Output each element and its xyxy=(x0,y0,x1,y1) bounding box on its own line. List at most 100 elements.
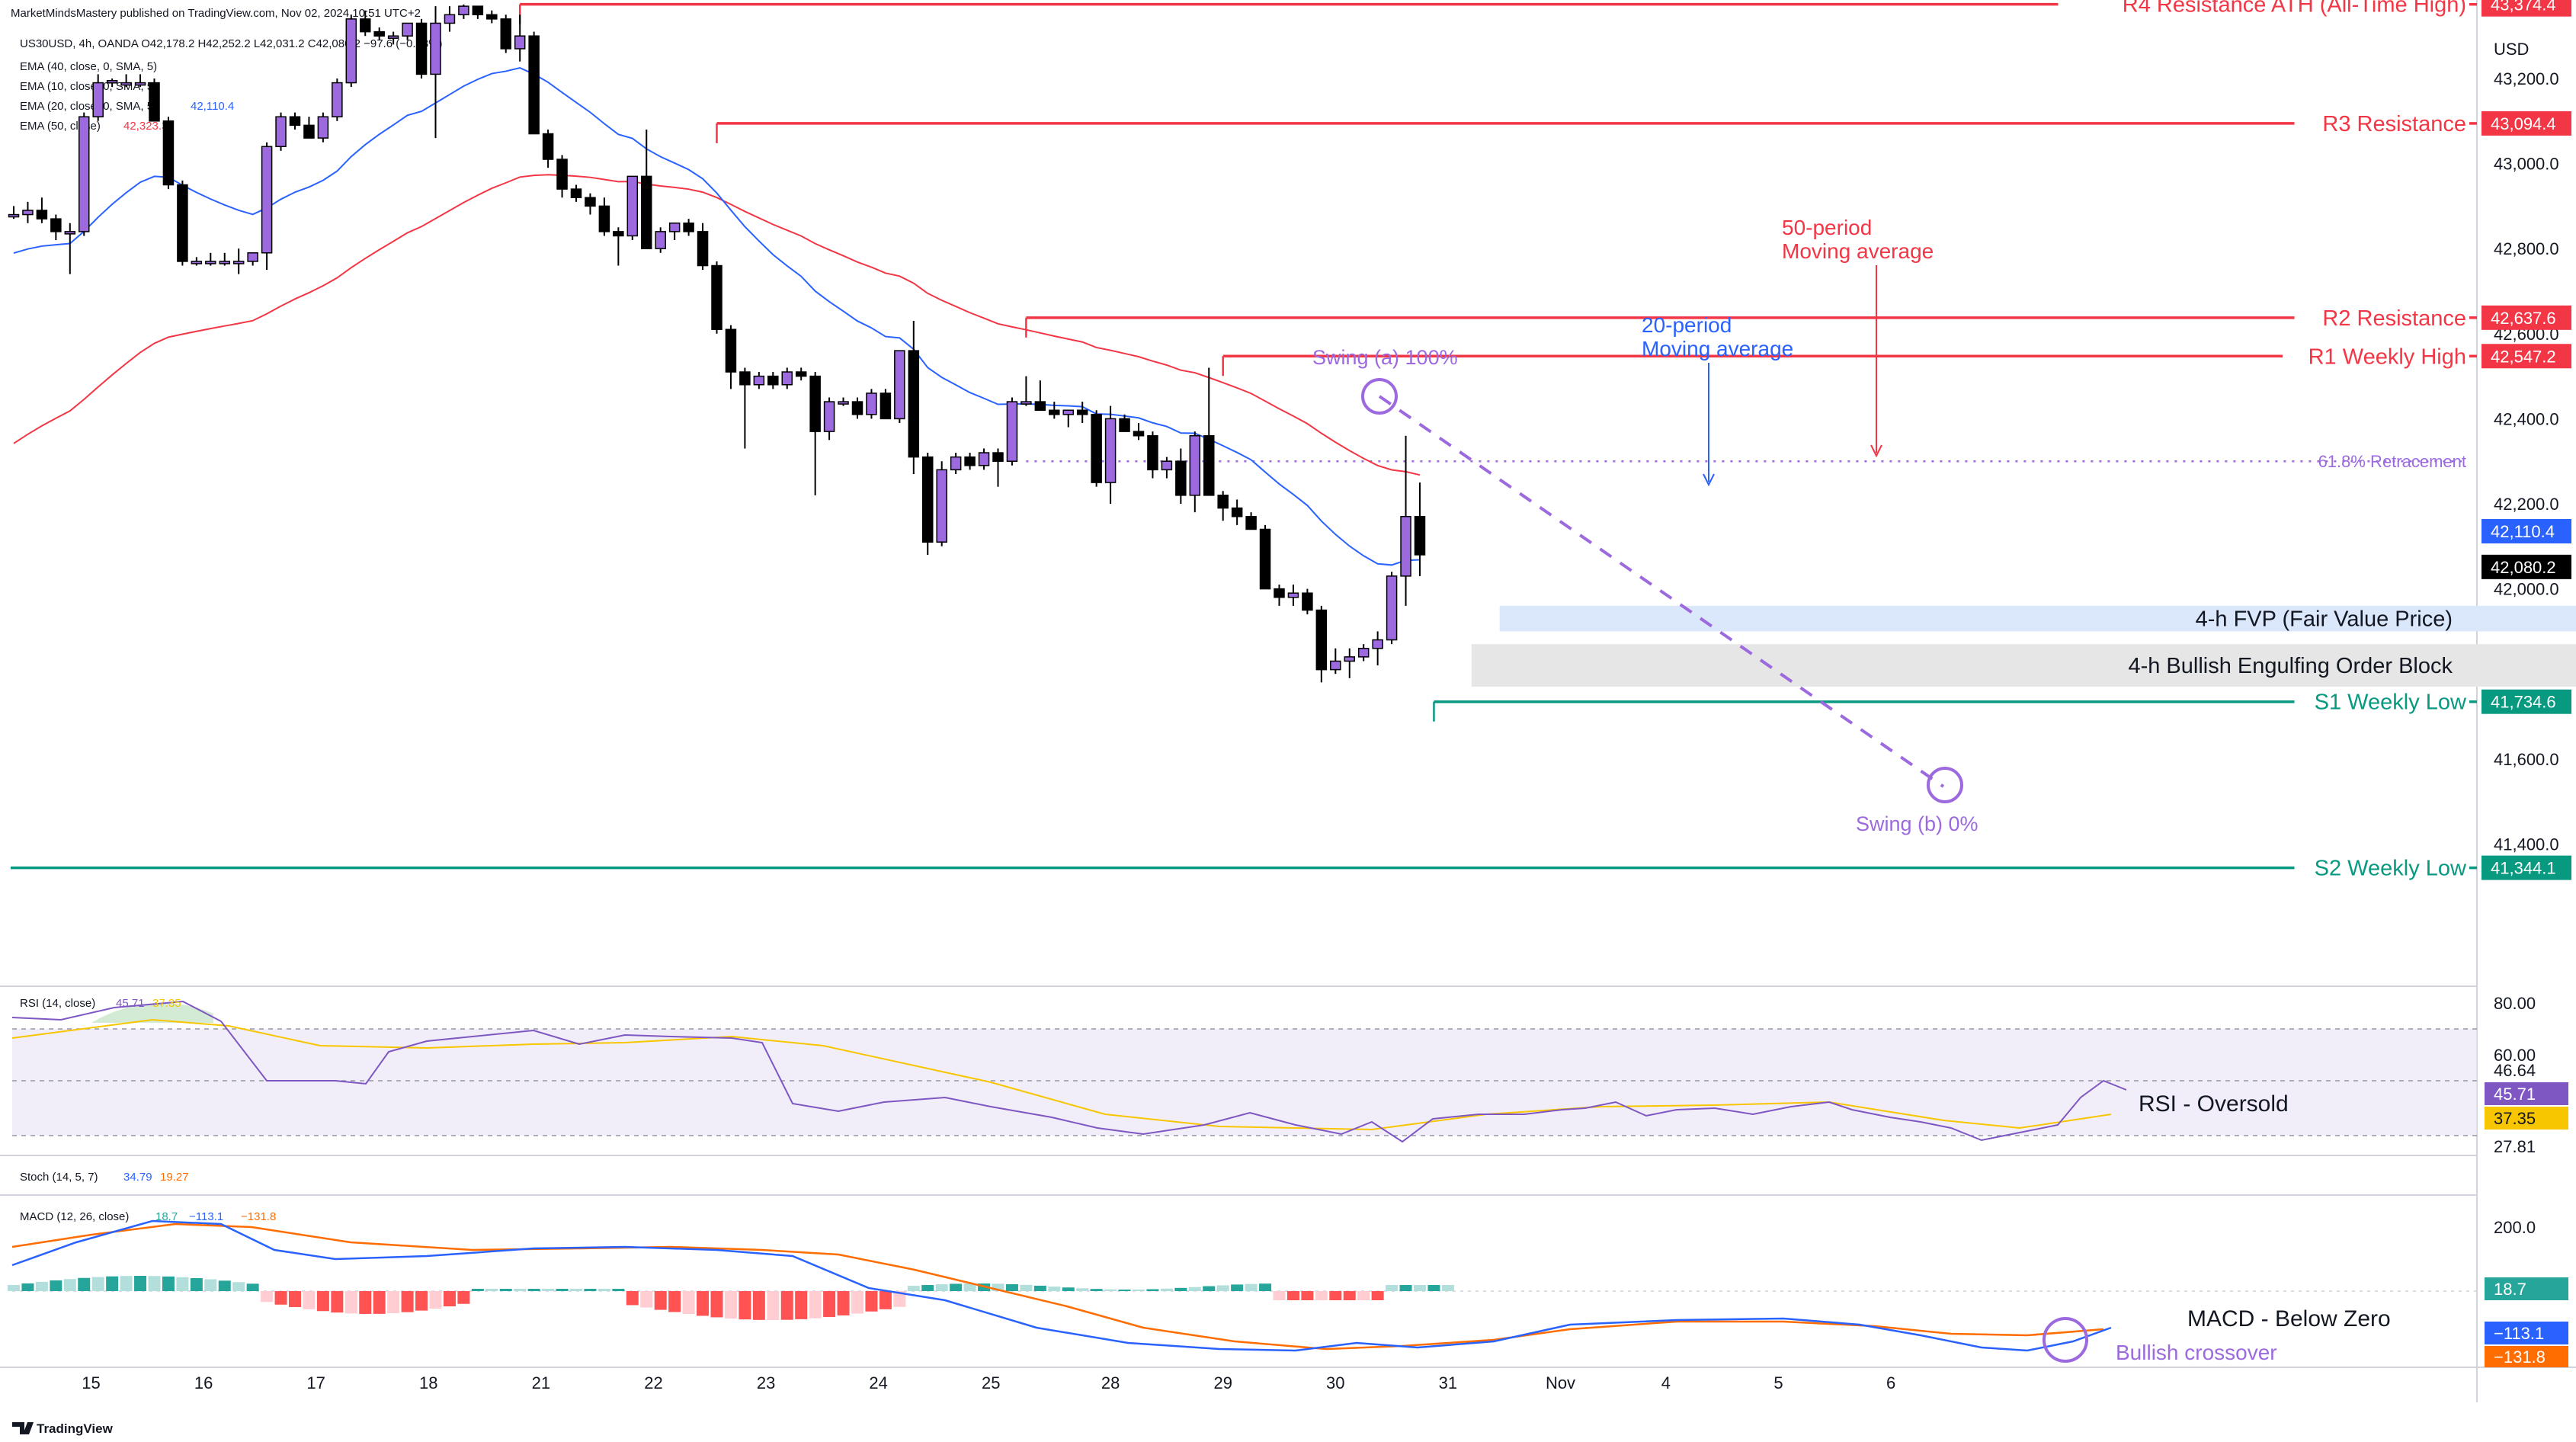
price-tick: 42,000.0 xyxy=(2494,580,2559,599)
candle xyxy=(936,461,947,546)
macd-tick-200: 200.0 xyxy=(2494,1218,2536,1237)
macd-hist-bar xyxy=(401,1291,414,1312)
macd-hist-bar xyxy=(992,1283,1004,1291)
candle xyxy=(1091,410,1102,487)
zone-label: 4-h Bullish Engulfing Order Block xyxy=(2128,654,2453,678)
candle xyxy=(8,206,20,220)
macd-line xyxy=(11,1219,2112,1352)
macd-hist-bar xyxy=(1005,1283,1018,1291)
candle xyxy=(542,129,554,168)
macd-hist-bar xyxy=(1301,1291,1314,1300)
candle xyxy=(781,367,793,389)
swing-line xyxy=(1378,395,1945,788)
indicator-ema40: EMA (40, close, 0, SMA, 5) xyxy=(20,60,157,73)
candle xyxy=(964,453,976,470)
macd-hist-bar xyxy=(697,1291,710,1316)
candle xyxy=(219,252,230,266)
candle xyxy=(1062,409,1074,428)
macd-hist-bar xyxy=(626,1291,639,1306)
tradingview-logo-icon xyxy=(12,1422,34,1434)
ma50-title: 50-period xyxy=(1782,216,1872,239)
time-label: 25 xyxy=(982,1373,1000,1392)
macd-hist-bar xyxy=(1245,1283,1258,1291)
macd-hist-bar xyxy=(809,1291,822,1319)
candle xyxy=(585,193,596,215)
candle xyxy=(1274,585,1285,606)
candle xyxy=(1020,376,1032,406)
macd-hist-bar xyxy=(950,1283,963,1291)
macd-hist-bar xyxy=(134,1276,147,1291)
candle xyxy=(823,397,835,441)
macd-hist-bar xyxy=(1427,1285,1440,1291)
macd-hist-bar xyxy=(499,1289,512,1291)
level-badge xyxy=(2481,855,2571,880)
candle xyxy=(1414,482,1426,576)
level-badge-text: 42,637.6 xyxy=(2491,309,2556,328)
candle xyxy=(149,79,160,122)
candle xyxy=(332,79,343,121)
level-label: R3 Resistance xyxy=(2322,112,2466,136)
candle xyxy=(261,142,273,271)
ema20-line xyxy=(13,66,1421,566)
candle xyxy=(444,6,456,32)
indicator-ema50-value: 42,323.3 xyxy=(123,120,168,133)
macd-hist-bar xyxy=(1048,1287,1061,1291)
macd-hist-bar xyxy=(359,1291,372,1314)
zones-layer: 4-h FVP (Fair Value Price) 4-h Bullish En… xyxy=(1026,452,2576,687)
candle xyxy=(1161,457,1173,479)
macd-hist-bar xyxy=(50,1280,62,1291)
candle xyxy=(1315,605,1328,683)
candle xyxy=(387,31,399,45)
rsi-header-ma: 37.35 xyxy=(152,997,181,1010)
macd-hist-bar xyxy=(1273,1291,1286,1300)
macd-hist-bar xyxy=(1062,1287,1075,1291)
candle xyxy=(753,372,765,389)
macd-hist-bar xyxy=(851,1291,863,1314)
candle xyxy=(908,321,920,474)
macd-badge-hist-text: −131.8 xyxy=(2494,1347,2546,1367)
candle xyxy=(36,197,48,223)
macd-hist-bar xyxy=(935,1284,948,1291)
rsi-tick-4664: 46.64 xyxy=(2494,1061,2536,1080)
ema50-line xyxy=(13,174,1421,476)
price-tick: 42,800.0 xyxy=(2494,239,2559,258)
candle xyxy=(1231,499,1243,525)
levels-layer: R4 Resistance ATH (All-Time High) 43,374.… xyxy=(11,0,2571,881)
candle xyxy=(514,14,526,62)
symbol-line: US30USD, 4h, OANDA O42,178.2 H42,252.2 L… xyxy=(20,37,443,50)
candle xyxy=(92,74,104,121)
macd-hist-bar xyxy=(527,1289,540,1291)
price-tick: 42,400.0 xyxy=(2494,409,2559,428)
macd-hist-bar xyxy=(1259,1283,1272,1291)
macd-hist-bar xyxy=(232,1282,245,1291)
price-tick: 43,200.0 xyxy=(2494,69,2559,88)
candle xyxy=(641,129,652,249)
macd-hist-bar xyxy=(1399,1285,1412,1291)
macd-hist-bar xyxy=(274,1291,287,1305)
macd-hist-bar xyxy=(1216,1285,1229,1291)
candle xyxy=(655,227,666,253)
macd-hist-bar xyxy=(837,1291,850,1315)
macd-histogram xyxy=(8,1276,1454,1320)
time-label: 18 xyxy=(419,1373,437,1392)
macd-hist-bar xyxy=(78,1277,91,1291)
macd-hist-bar xyxy=(176,1277,189,1291)
macd-hist-bar xyxy=(739,1291,751,1320)
macd-signal-line xyxy=(11,1222,2104,1351)
time-label: 28 xyxy=(1101,1373,1120,1392)
candle xyxy=(978,448,990,470)
macd-hist-bar xyxy=(35,1281,48,1291)
candle xyxy=(879,389,892,420)
macd-hist-bar xyxy=(148,1276,161,1291)
candle xyxy=(668,222,681,241)
swing-a-marker xyxy=(1361,378,1398,415)
rsi-ma-badge xyxy=(2485,1107,2568,1130)
price-badges: 42,110.4 42,080.2 xyxy=(2481,518,2571,579)
macd-hist-bar xyxy=(780,1291,793,1320)
macd-hist-bar xyxy=(879,1291,892,1309)
candle xyxy=(725,325,737,389)
candle xyxy=(1330,648,1341,675)
indicator-ema20-value: 42,110.4 xyxy=(191,100,234,113)
candle xyxy=(1175,448,1187,504)
level-label: S1 Weekly Low xyxy=(2315,691,2467,715)
